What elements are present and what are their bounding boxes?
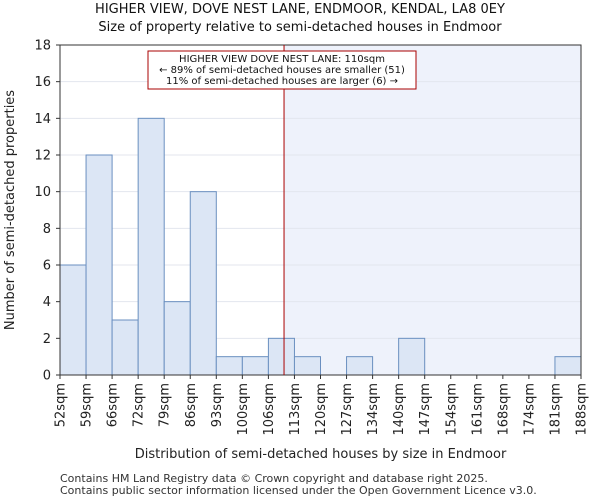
histogram-bar: [137, 117, 165, 376]
x-tick-label: 113sqm: [288, 383, 303, 436]
x-axis-label: Distribution of semi-detached houses by …: [135, 447, 507, 462]
chart-subtitle: Size of property relative to semi-detach…: [98, 20, 502, 35]
x-tick-label: 72sqm: [132, 383, 147, 427]
histogram-bar: [293, 356, 322, 376]
annotation-line-2: ← 89% of semi-detached houses are smalle…: [159, 65, 405, 76]
annotation-box-frame: [147, 50, 417, 90]
histogram-bar: [267, 337, 295, 376]
y-tick-label: 12: [34, 149, 51, 164]
histogram-bar: [215, 356, 243, 376]
y-axis-label: Number of semi-detached properties: [3, 90, 18, 330]
y-tick-label: 6: [43, 259, 51, 274]
x-tick-label: 59sqm: [80, 383, 95, 427]
histogram-chart: 0 2 4 6 8 10 12 14 16 18 52sqm 59sqm 66sqm 72sqm 79sq…: [3, 39, 590, 463]
larger-properties-region: [284, 45, 581, 375]
x-tick-label: 106sqm: [262, 383, 277, 436]
footer-line-2: Contains public sector information licen…: [60, 484, 537, 497]
y-tick-label: 4: [43, 295, 51, 310]
annotation-line-3: 11% of semi-detached houses are larger (…: [166, 76, 398, 87]
x-tick-label: 79sqm: [158, 383, 173, 427]
chart-title: HIGHER VIEW, DOVE NEST LANE, ENDMOOR, KE…: [95, 2, 505, 17]
y-tick-label: 0: [43, 369, 51, 384]
x-tick-label: 100sqm: [236, 383, 251, 436]
y-tick-label: 16: [34, 75, 51, 90]
histogram-bar: [554, 356, 582, 376]
x-tick-label: 147sqm: [418, 383, 433, 436]
x-tick-label: 140sqm: [392, 383, 407, 436]
histogram-bar: [59, 264, 87, 376]
histogram-bar: [85, 154, 113, 376]
annotation-box: HIGHER VIEW DOVE NEST LANE: 110sqm ← 89%…: [147, 50, 417, 90]
y-tick-label: 18: [34, 39, 51, 54]
x-tick-label: 93sqm: [210, 383, 225, 427]
x-tick-label: 52sqm: [54, 383, 69, 427]
x-tick-label: 188sqm: [575, 383, 590, 436]
x-tick-label: 86sqm: [184, 383, 199, 427]
annotation-line-1: HIGHER VIEW DOVE NEST LANE: 110sqm: [179, 54, 385, 65]
y-tick-label: 10: [34, 185, 51, 200]
histogram-bar: [189, 191, 217, 376]
x-tick-label: 168sqm: [496, 383, 511, 436]
x-tick-label: 154sqm: [444, 383, 459, 436]
x-tick-label: 127sqm: [340, 383, 355, 436]
y-tick-label: 8: [43, 222, 51, 237]
y-tick-label: 14: [34, 112, 51, 127]
histogram-bar: [398, 337, 426, 376]
footer-line-1: Contains HM Land Registry data © Crown c…: [60, 472, 488, 485]
histogram-bar: [346, 356, 374, 376]
x-tick-label: 66sqm: [106, 383, 121, 427]
histogram-bar: [241, 356, 269, 376]
footer: Contains HM Land Registry data © Crown c…: [60, 473, 537, 497]
y-tick-label: 2: [43, 332, 51, 347]
x-tick-label: 161sqm: [470, 383, 485, 436]
x-tick-label: 134sqm: [366, 383, 381, 436]
histogram-bar: [163, 301, 191, 376]
x-tick-label: 120sqm: [314, 383, 329, 436]
x-tick-label: 181sqm: [548, 383, 563, 436]
histogram-bar: [111, 319, 139, 376]
x-tick-label: 174sqm: [522, 383, 537, 436]
